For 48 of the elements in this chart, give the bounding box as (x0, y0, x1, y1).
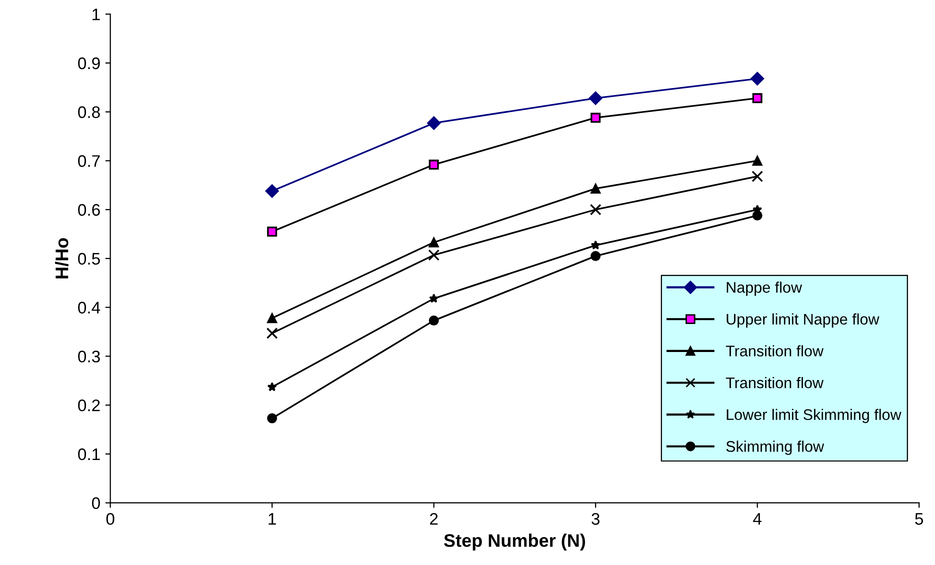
point (590, 184, 601, 194)
y-tick-label: 0.4 (78, 302, 100, 314)
point (429, 294, 439, 303)
point (588, 91, 602, 105)
point (750, 72, 764, 86)
x-tick-label: 1 (268, 513, 276, 525)
legend-label: Lower limit Skimming flow (726, 408, 902, 424)
point (752, 156, 762, 166)
point (752, 170, 764, 182)
legend-label: Transition flow (726, 377, 824, 388)
x-tick-label: 5 (915, 513, 924, 525)
point (428, 160, 439, 170)
point (752, 93, 762, 104)
point (590, 204, 602, 216)
point (590, 112, 601, 123)
point (590, 240, 600, 250)
x-tick-label: 2 (430, 513, 438, 525)
point (428, 249, 440, 261)
point (752, 210, 762, 220)
y-axis-title: H/Ho (55, 238, 68, 278)
legend-label: Nappe flow (726, 282, 802, 296)
x-axis-title: Step Number (N) (444, 534, 586, 550)
y-tick-label: 0.9 (78, 57, 100, 70)
point (267, 226, 278, 237)
point (428, 237, 439, 248)
y-tick-label: 0.7 (78, 155, 100, 167)
point (267, 382, 277, 392)
point (267, 413, 278, 424)
point (265, 184, 279, 198)
y-tick-label: 0.8 (78, 106, 100, 118)
point (266, 328, 278, 339)
y-tick-label: 1 (92, 8, 100, 20)
legend-label: Transition flow (726, 345, 824, 356)
legend-label: Upper limit Nappe flow (726, 313, 880, 328)
y-tick-label: 0.5 (78, 252, 100, 265)
y-tick-label: 0.6 (78, 204, 100, 216)
x-tick-label: 3 (592, 513, 600, 525)
point (428, 316, 439, 326)
point (267, 313, 278, 324)
legend-label: Skimming flow (726, 440, 824, 455)
point (590, 251, 601, 262)
y-tick-label: 0.1 (78, 448, 100, 460)
y-tick-label: 0 (92, 497, 100, 510)
x-tick-label: 4 (753, 513, 762, 525)
point (427, 116, 441, 130)
y-tick-label: 0.2 (78, 400, 100, 412)
y-tick-label: 0.3 (78, 350, 100, 362)
x-tick-label: 0 (106, 513, 114, 525)
